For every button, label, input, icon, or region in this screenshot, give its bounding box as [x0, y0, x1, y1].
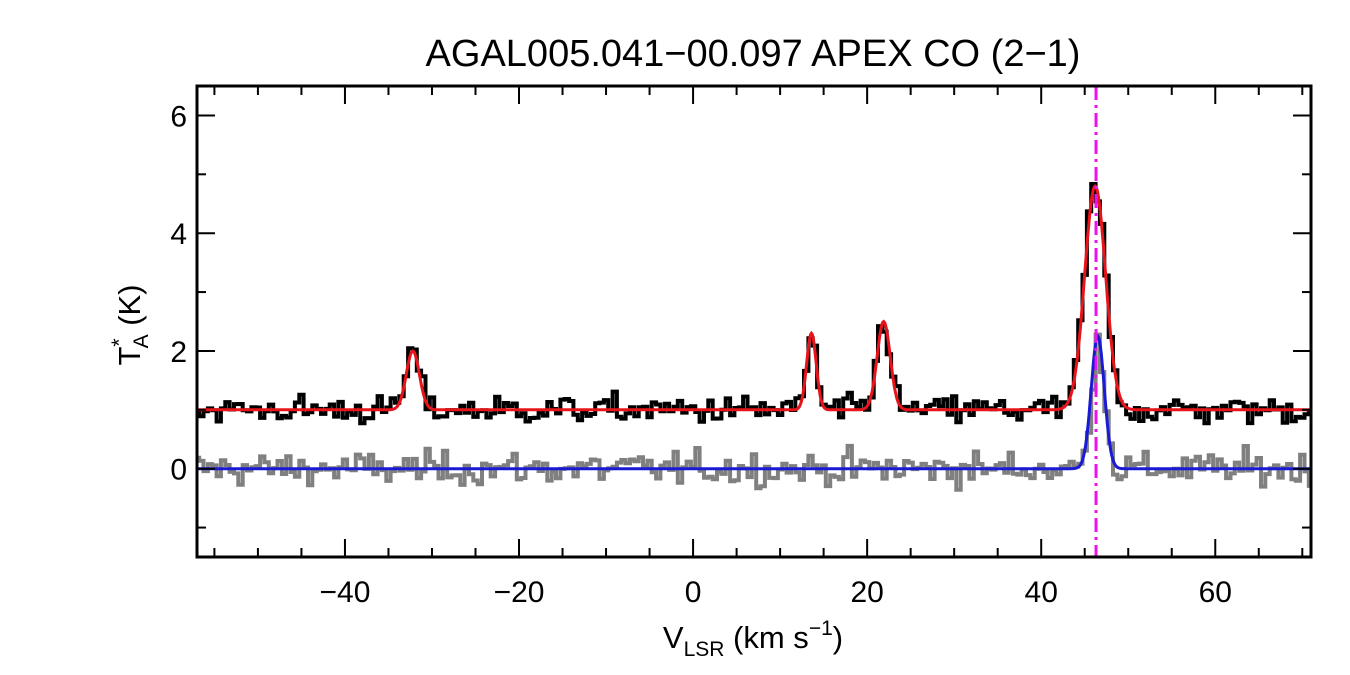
x-axis-label: VLSR (km s−1)	[663, 617, 843, 661]
traces	[197, 86, 1311, 557]
y-tick-label: 6	[170, 100, 187, 133]
x-axis-label-close: )	[833, 620, 843, 655]
series-0-step-trace	[197, 182, 1311, 426]
y-tick-label: 0	[170, 454, 187, 487]
x-axis-label-main: V	[663, 620, 684, 655]
y-tick-label: 4	[170, 218, 187, 251]
x-tick-label: 60	[1199, 576, 1232, 609]
series-3-fit-line	[197, 333, 1311, 471]
axis-ticks	[197, 86, 1311, 557]
y-axis-label-main: T	[112, 347, 147, 366]
y-tick-label: 2	[170, 336, 187, 369]
x-tick-label: −20	[494, 576, 545, 609]
y-axis-label-sup: *	[108, 338, 131, 346]
x-axis-label-sup: −1	[809, 617, 833, 640]
series-1-fit-line	[197, 184, 1311, 412]
y-axis-label-rest: (K)	[112, 284, 147, 334]
y-axis-label-group: T*A (K)	[108, 284, 153, 365]
tick-labels: −40 −20 0 20 40 60 0 2 4 6	[170, 100, 1232, 609]
x-tick-label: 20	[850, 576, 883, 609]
plot-frame	[195, 84, 1313, 559]
plot-border	[195, 84, 1313, 559]
x-tick-label: −40	[320, 576, 371, 609]
y-axis-label: T*A (K)	[108, 284, 153, 365]
y-axis-label-sub: A	[130, 334, 153, 348]
chart-title: AGAL005.041−00.097 APEX CO (2−1)	[426, 33, 1081, 75]
x-axis-label-rest: (km s	[724, 620, 808, 655]
x-tick-label: 0	[685, 576, 702, 609]
x-tick-label: 40	[1025, 576, 1058, 609]
series-2-step-trace	[197, 332, 1311, 492]
x-axis-label-sub: LSR	[684, 638, 725, 661]
